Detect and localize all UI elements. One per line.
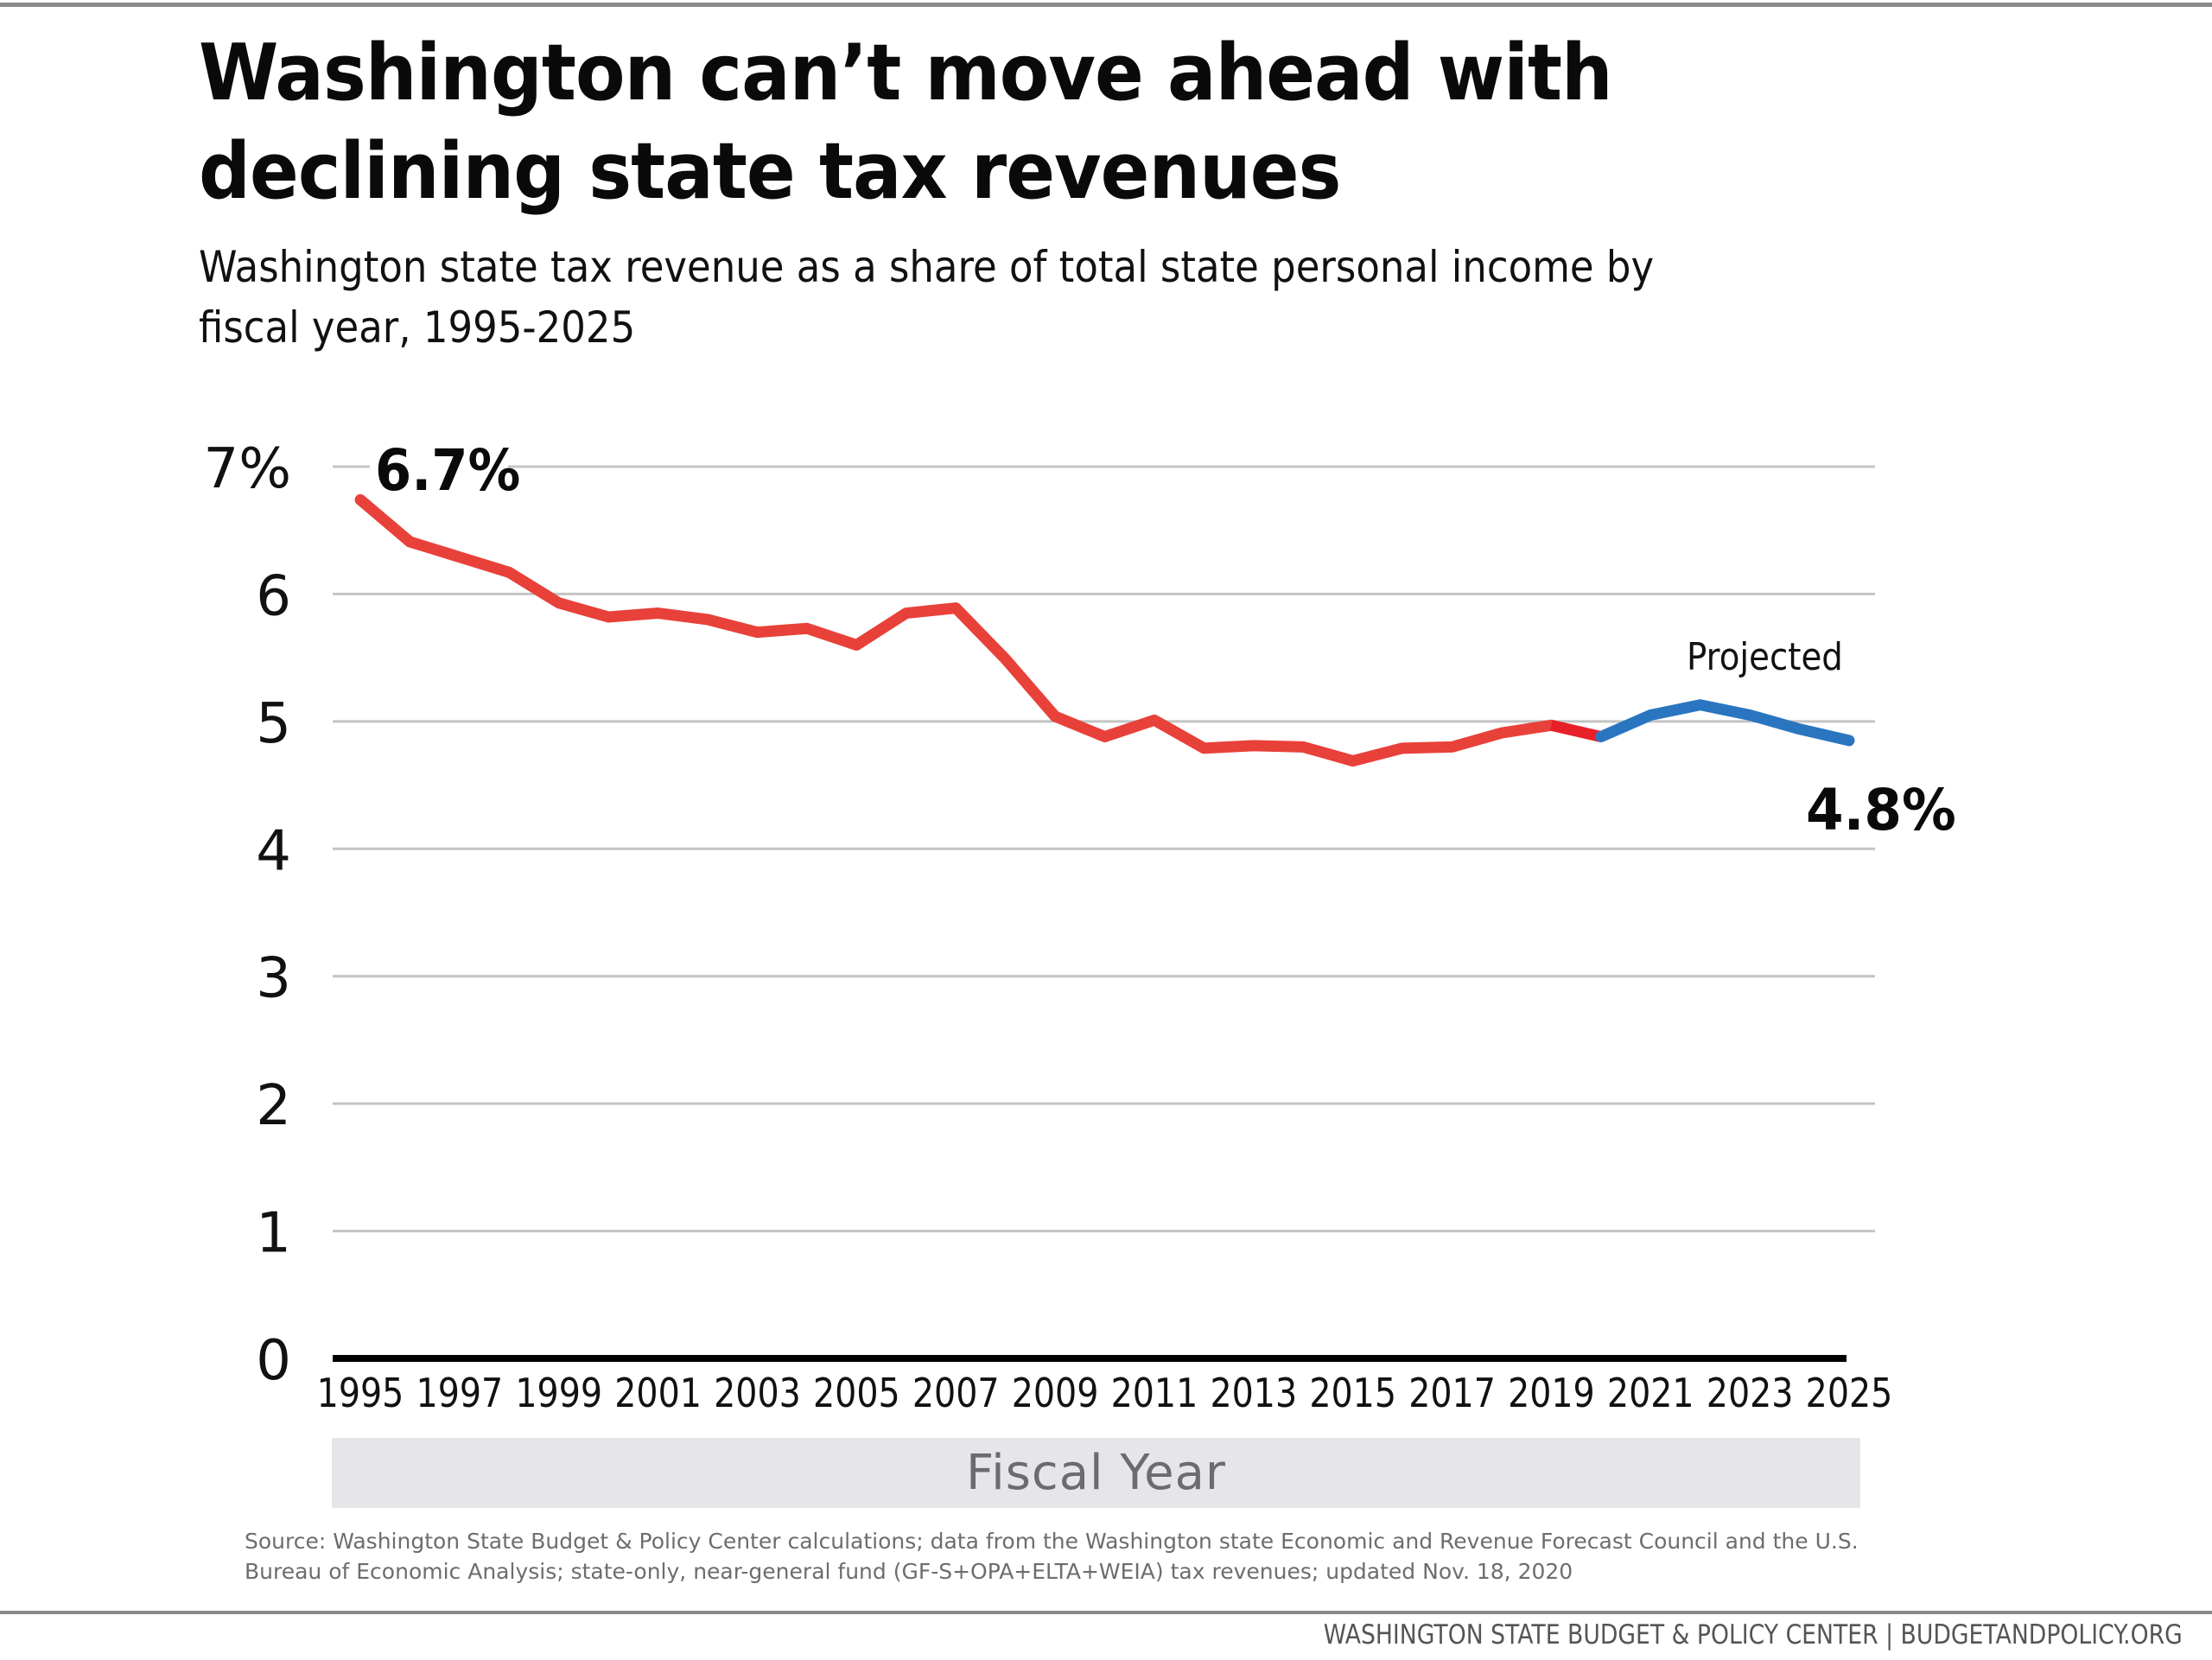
x-tick-label: 1997: [416, 1371, 504, 1417]
x-tick-label: 2025: [1806, 1371, 1893, 1417]
x-tick-label: 1995: [317, 1371, 404, 1417]
series-lines: [354, 493, 1855, 767]
annotations: 6.7% 4.8% Projected: [370, 437, 1956, 844]
y-tick-label: 1: [256, 1202, 291, 1266]
x-tick-label: 2013: [1210, 1371, 1297, 1417]
y-axis-ticks: 0 1 2 3 4 5 6 7%: [203, 437, 291, 1393]
y-tick-label: 4: [256, 819, 291, 883]
footer-credit: WASHINGTON STATE BUDGET & POLICY CENTER …: [1324, 1619, 2183, 1650]
y-tick-label: 0: [256, 1329, 291, 1393]
x-tick-label: 2023: [1707, 1371, 1794, 1417]
x-tick-label: 2015: [1309, 1371, 1396, 1417]
source-note: Source: Washington State Budget & Policy…: [245, 1529, 1859, 1584]
label-knockout: [370, 449, 508, 493]
x-axis-title-band: Fiscal Year: [332, 1438, 1860, 1508]
top-rule: [0, 3, 2212, 7]
x-tick-label: 2007: [912, 1371, 1000, 1417]
series-line-actual-recent: [1549, 719, 1603, 742]
x-tick-label: 2021: [1607, 1371, 1694, 1417]
annotation-start-value: 6.7%: [375, 437, 520, 504]
x-tick-label: 2017: [1408, 1371, 1496, 1417]
x-tick-label: 2019: [1508, 1371, 1595, 1417]
y-tick-label: 6: [256, 564, 291, 628]
series-line-projected: [1595, 699, 1855, 747]
x-tick-label: 2001: [614, 1371, 702, 1417]
x-tick-label: 2003: [714, 1371, 801, 1417]
y-tick-label: 7%: [203, 437, 291, 501]
chart-title: Washington can’t move ahead with declini…: [199, 28, 1613, 217]
x-tick-label: 2011: [1111, 1371, 1198, 1417]
x-tick-label: 2009: [1012, 1371, 1099, 1417]
annotation-projected: Projected: [1687, 635, 1843, 679]
x-axis-ticks: 1995 1997 1999 2001 2003 2005 2007 2009 2011 2013…: [317, 1371, 1893, 1417]
x-axis-title: Fiscal Year: [966, 1445, 1226, 1501]
y-tick-label: 2: [256, 1074, 291, 1138]
chart-subtitle: Washington state tax revenue as a share …: [199, 242, 1655, 353]
y-tick-label: 3: [256, 947, 291, 1011]
x-tick-label: 1999: [515, 1371, 602, 1417]
annotation-end-value: 4.8%: [1806, 778, 1956, 844]
series-line-actual: [354, 493, 1557, 767]
y-tick-label: 5: [256, 692, 291, 756]
gridlines: [333, 465, 1875, 1233]
x-tick-label: 2005: [813, 1371, 900, 1417]
bottom-rule: [0, 1611, 2212, 1614]
